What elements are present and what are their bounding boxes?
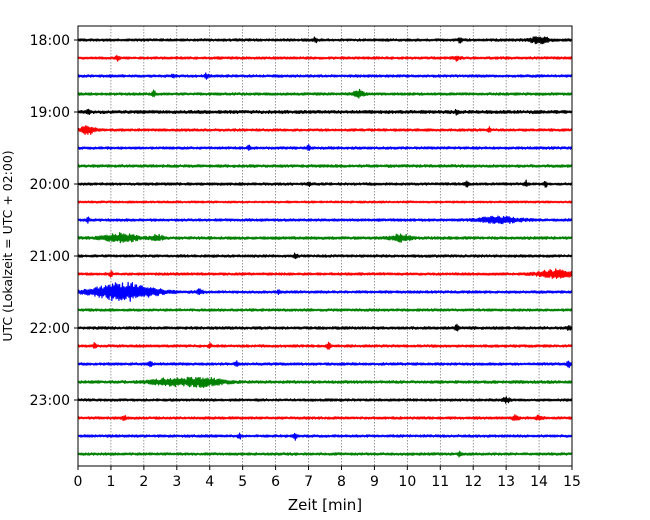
trace-2330: [77, 432, 573, 441]
y-tick-label: 23:00: [30, 393, 70, 409]
trace-2000: [77, 179, 573, 188]
trace-2045: [77, 232, 573, 244]
x-tick-label: 4: [205, 474, 214, 490]
trace-2245: [77, 376, 573, 389]
trace-1930: [77, 144, 573, 151]
y-tick-label: 19:00: [30, 105, 70, 121]
x-tick-label: 9: [370, 474, 379, 490]
trace-1800: [77, 36, 573, 45]
x-tick-label: 3: [172, 474, 181, 490]
x-tick-label: 15: [563, 474, 581, 490]
trace-1815: [77, 54, 573, 62]
trace-2200: [77, 323, 573, 332]
trace-1900: [77, 108, 573, 116]
trace-2215: [77, 341, 573, 350]
x-tick-label: 5: [238, 474, 247, 490]
trace-2145: [77, 308, 573, 312]
x-tick-label: 13: [497, 474, 515, 490]
trace-2345: [77, 450, 573, 458]
x-tick-label: 8: [337, 474, 346, 490]
x-tick-label: 0: [74, 474, 83, 490]
trace-2100: [77, 252, 573, 260]
trace-2230: [77, 360, 573, 369]
trace-2115: [77, 268, 573, 279]
x-axis-label: Zeit [min]: [288, 496, 362, 514]
plot-frame: [77, 25, 573, 467]
trace-2015: [77, 200, 573, 204]
trace-2315: [77, 414, 573, 422]
y-tick-label: 18:00: [30, 33, 70, 49]
trace-2130: [77, 281, 573, 302]
trace-1830: [77, 72, 573, 80]
trace-1845: [77, 88, 573, 99]
y-tick-label: 20:00: [30, 177, 70, 193]
x-tick-label: 1: [106, 474, 115, 490]
trace-2030: [77, 215, 573, 225]
x-gridlines: [110, 26, 540, 466]
x-tick-label: 6: [271, 474, 280, 490]
seismic-traces: [77, 36, 573, 458]
x-axis-ticks: 0 1 2 3 4 5 6 7 8 9 10 11 12 13 14 15: [74, 466, 581, 490]
x-tick-label: 12: [464, 474, 482, 490]
trace-1915: [77, 125, 573, 136]
x-tick-label: 14: [530, 474, 548, 490]
x-tick-label: 7: [304, 474, 313, 490]
y-axis-ticks: 18:00 19:00 20:00 21:00 22:00 23:00: [30, 33, 78, 409]
x-tick-label: 10: [398, 474, 416, 490]
trace-2300: [77, 396, 573, 404]
trace-1945: [77, 164, 573, 168]
y-axis-label: UTC (Lokalzeit = UTC + 02:00): [0, 150, 15, 341]
x-tick-label: 2: [139, 474, 148, 490]
x-tick-label: 11: [431, 474, 449, 490]
y-tick-label: 21:00: [30, 249, 70, 265]
y-tick-label: 22:00: [30, 321, 70, 337]
